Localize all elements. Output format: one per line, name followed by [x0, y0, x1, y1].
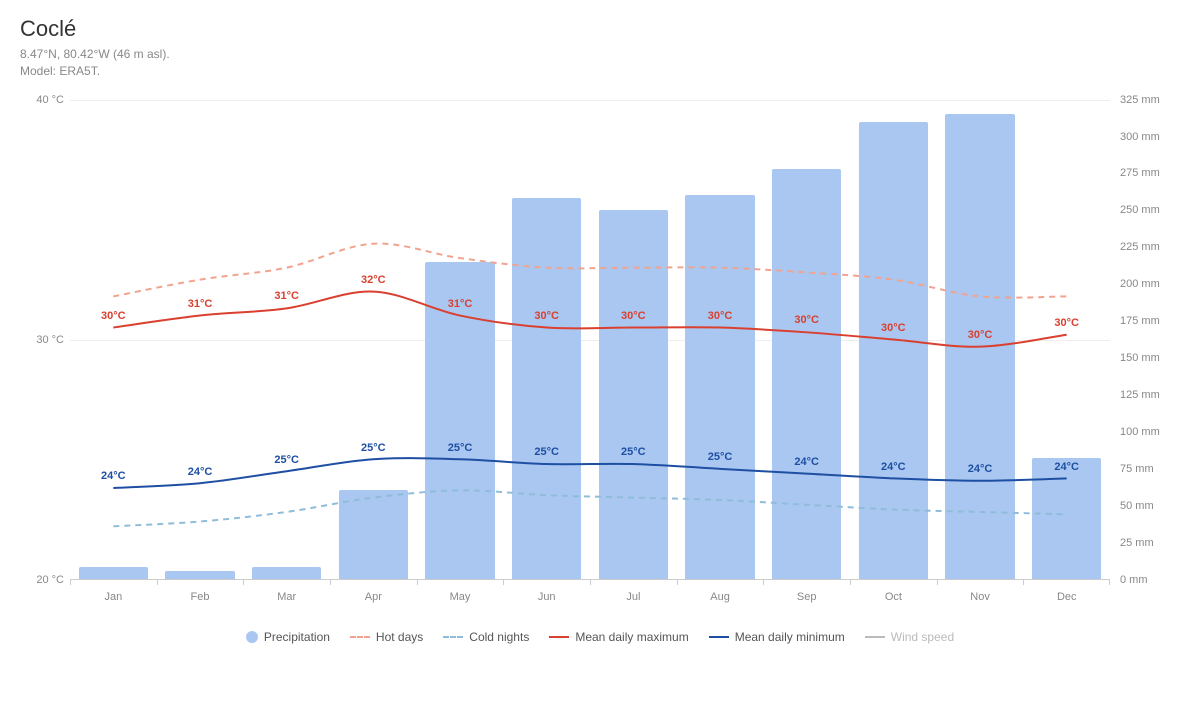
model-text: Model: ERA5T.: [20, 64, 100, 78]
x-axis-label: Oct: [885, 591, 902, 603]
legend-cold-nights[interactable]: Cold nights: [443, 630, 529, 644]
x-tick: [417, 579, 418, 585]
legend-mean-max[interactable]: Mean daily maximum: [549, 630, 688, 644]
cold-nights-line[interactable]: [113, 490, 1066, 526]
legend-label: Hot days: [376, 630, 423, 644]
climate-chart: 20 °C30 °C40 °C0 mm25 mm50 mm75 mm100 mm…: [20, 100, 1180, 644]
mean-min-datalabel: 24°C: [968, 463, 993, 475]
mean-max-datalabel: 30°C: [794, 314, 819, 326]
y-axis-right-label: 250 mm: [1120, 204, 1180, 216]
x-tick: [70, 579, 71, 585]
x-axis-label: Nov: [970, 591, 990, 603]
y-axis-right-label: 0 mm: [1120, 574, 1180, 586]
y-axis-right-label: 25 mm: [1120, 537, 1180, 549]
mean-max-datalabel: 30°C: [534, 310, 559, 322]
location-subtitle: 8.47°N, 80.42°W (46 m asl). Model: ERA5T…: [20, 46, 1180, 80]
y-axis-right-label: 125 mm: [1120, 389, 1180, 401]
legend-wind-speed[interactable]: Wind speed: [865, 630, 954, 644]
x-axis-label: Mar: [277, 591, 296, 603]
legend-mean-min[interactable]: Mean daily minimum: [709, 630, 845, 644]
mean-min-datalabel: 24°C: [188, 466, 213, 478]
y-axis-right-label: 50 mm: [1120, 500, 1180, 512]
legend-hot-days[interactable]: Hot days: [350, 630, 423, 644]
y-axis-right-label: 150 mm: [1120, 352, 1180, 364]
x-tick: [1023, 579, 1024, 585]
mean-max-datalabel: 31°C: [188, 298, 213, 310]
x-axis-label: Aug: [710, 591, 730, 603]
y-axis-right-label: 175 mm: [1120, 315, 1180, 327]
wind-swatch: [865, 636, 885, 638]
x-axis-label: Apr: [365, 591, 382, 603]
chart-header: Coclé 8.47°N, 80.42°W (46 m asl). Model:…: [20, 16, 1180, 80]
mean-max-swatch: [549, 636, 569, 638]
y-axis-right-label: 275 mm: [1120, 167, 1180, 179]
y-axis-right-label: 300 mm: [1120, 131, 1180, 143]
mean-max-datalabel: 32°C: [361, 274, 386, 286]
mean-min-swatch: [709, 636, 729, 638]
cold-nights-swatch: [443, 636, 463, 638]
coords-text: 8.47°N, 80.42°W (46 m asl).: [20, 47, 170, 61]
mean-max-datalabel: 30°C: [881, 322, 906, 334]
x-tick: [850, 579, 851, 585]
x-axis-label: May: [450, 591, 471, 603]
hot-days-swatch: [350, 636, 370, 638]
x-tick: [763, 579, 764, 585]
mean-max-datalabel: 31°C: [448, 298, 473, 310]
mean-max-datalabel: 31°C: [274, 290, 299, 302]
mean-max-datalabel: 30°C: [1054, 317, 1079, 329]
y-axis-left-label: 30 °C: [20, 334, 64, 346]
legend-label: Wind speed: [891, 630, 954, 644]
x-tick: [157, 579, 158, 585]
mean-max-datalabel: 30°C: [101, 310, 126, 322]
plot-area: 20 °C30 °C40 °C0 mm25 mm50 mm75 mm100 mm…: [70, 100, 1110, 620]
y-axis-right-label: 200 mm: [1120, 278, 1180, 290]
mean-min-line[interactable]: [113, 458, 1066, 488]
x-axis-label: Dec: [1057, 591, 1077, 603]
legend-label: Cold nights: [469, 630, 529, 644]
x-tick: [243, 579, 244, 585]
legend-label: Mean daily minimum: [735, 630, 845, 644]
location-title: Coclé: [20, 16, 1180, 42]
x-tick: [503, 579, 504, 585]
mean-min-datalabel: 25°C: [621, 446, 646, 458]
mean-min-datalabel: 24°C: [101, 470, 126, 482]
y-axis-left-label: 40 °C: [20, 94, 64, 106]
legend-precipitation[interactable]: Precipitation: [246, 630, 330, 644]
mean-min-datalabel: 25°C: [274, 454, 299, 466]
mean-min-datalabel: 24°C: [881, 461, 906, 473]
line-layer: [70, 100, 1110, 579]
x-axis-label: Jun: [538, 591, 556, 603]
mean-max-datalabel: 30°C: [968, 329, 993, 341]
plot-region: 20 °C30 °C40 °C0 mm25 mm50 mm75 mm100 mm…: [70, 100, 1110, 580]
mean-min-datalabel: 24°C: [794, 456, 819, 468]
precipitation-swatch: [246, 631, 258, 643]
y-axis-right-label: 100 mm: [1120, 426, 1180, 438]
x-axis-label: Jan: [104, 591, 122, 603]
x-tick: [1109, 579, 1110, 585]
mean-min-datalabel: 25°C: [534, 446, 559, 458]
mean-min-datalabel: 25°C: [448, 442, 473, 454]
y-axis-right-label: 225 mm: [1120, 241, 1180, 253]
x-axis-label: Feb: [191, 591, 210, 603]
legend: Precipitation Hot days Cold nights Mean …: [20, 630, 1180, 644]
mean-min-datalabel: 24°C: [1054, 461, 1079, 473]
mean-max-datalabel: 30°C: [708, 310, 733, 322]
mean-min-datalabel: 25°C: [361, 442, 386, 454]
mean-max-datalabel: 30°C: [621, 310, 646, 322]
x-axis-label: Sep: [797, 591, 817, 603]
legend-label: Mean daily maximum: [575, 630, 688, 644]
x-tick: [590, 579, 591, 585]
x-axis-label: Jul: [626, 591, 640, 603]
x-tick: [937, 579, 938, 585]
legend-label: Precipitation: [264, 630, 330, 644]
hot-days-line[interactable]: [113, 243, 1066, 297]
y-axis-right-label: 325 mm: [1120, 94, 1180, 106]
mean-max-line[interactable]: [113, 291, 1066, 346]
x-tick: [330, 579, 331, 585]
x-tick: [677, 579, 678, 585]
mean-min-datalabel: 25°C: [708, 451, 733, 463]
y-axis-right-label: 75 mm: [1120, 463, 1180, 475]
y-axis-left-label: 20 °C: [20, 574, 64, 586]
